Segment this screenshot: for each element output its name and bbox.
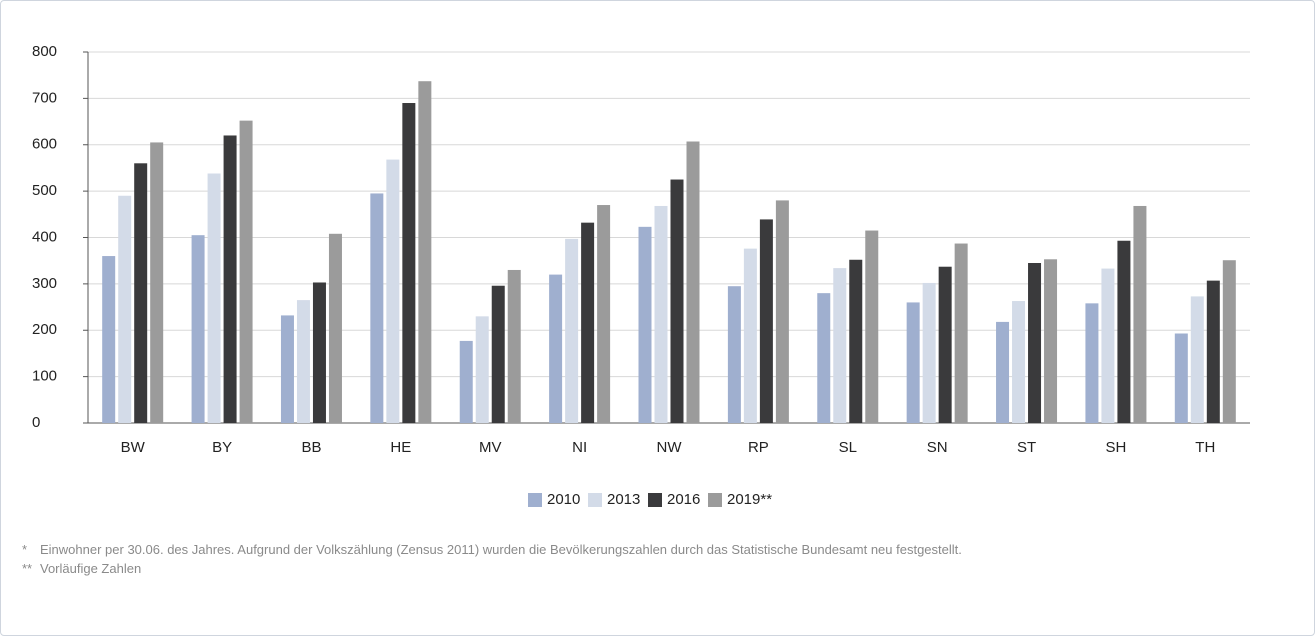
x-tick-label: BB: [301, 439, 321, 456]
bar: [1174, 333, 1188, 423]
bar: [370, 193, 384, 423]
bar: [1028, 263, 1042, 423]
bar: [1085, 303, 1099, 423]
bar: [938, 266, 952, 423]
bar: [743, 248, 757, 423]
x-tick-label: RP: [748, 439, 769, 456]
bar: [328, 233, 342, 423]
bar: [1206, 280, 1220, 423]
bar: [134, 163, 148, 424]
bar: [418, 81, 432, 423]
x-tick-label: BW: [121, 439, 146, 456]
x-tick-label: ST: [1017, 439, 1036, 456]
bar: [150, 142, 164, 423]
bar: [954, 243, 968, 423]
legend-swatch: [708, 493, 722, 507]
bar: [491, 285, 505, 423]
legend-swatch: [588, 493, 602, 507]
bar: [906, 302, 920, 423]
bar: [1044, 259, 1058, 423]
bar: [549, 274, 563, 423]
bar: [1222, 260, 1236, 423]
y-tick-label: 800: [32, 43, 57, 60]
bar: [686, 141, 700, 423]
y-tick-label: 400: [32, 228, 57, 245]
note: * Einwohner per 30.06. des Jahres. Aufgru…: [22, 541, 1142, 558]
bar: [1012, 301, 1026, 423]
bar: [459, 340, 473, 423]
y-tick-label: 700: [32, 89, 57, 106]
notes: * Einwohner per 30.06. des Jahres. Aufgru…: [22, 541, 1142, 579]
bar: [402, 103, 416, 423]
legend-label: 2010: [547, 491, 580, 508]
x-tick-label: NW: [657, 439, 683, 456]
x-tick-label: MV: [479, 439, 502, 456]
y-tick-label: 300: [32, 275, 57, 292]
bar: [597, 205, 611, 423]
y-tick-label: 600: [32, 136, 57, 153]
bar: [996, 321, 1010, 423]
x-tick-label: SH: [1106, 439, 1127, 456]
bar: [312, 282, 326, 423]
bar: [833, 268, 847, 423]
legend-label: 2019**: [727, 491, 772, 508]
x-tick-label: SN: [927, 439, 948, 456]
bar: [638, 226, 652, 423]
note-marker: **: [22, 561, 33, 576]
y-tick-label: 0: [32, 414, 40, 431]
x-tick-label: SL: [839, 439, 857, 456]
legend-label: 2016: [667, 491, 700, 508]
bar: [1101, 268, 1115, 423]
note: ** Vorläufige Zahlen: [22, 560, 1142, 577]
x-tick-label: HE: [390, 439, 411, 456]
bar: [296, 300, 310, 423]
bar: [102, 256, 116, 423]
bar: [849, 259, 863, 423]
bar: [865, 230, 879, 423]
y-tick-label: 500: [32, 182, 57, 199]
bar: [817, 293, 831, 423]
bar: [581, 222, 595, 423]
bar: [1117, 240, 1131, 423]
bar: [1190, 296, 1204, 423]
chart: 0 100 200 300 400 500 600 700 800 BW BY BB HE MV NI NW R…: [32, 43, 1250, 508]
bar: [922, 282, 936, 423]
legend-swatch: [648, 493, 662, 507]
bar: [670, 179, 684, 423]
bar: [475, 316, 489, 423]
bar: [775, 200, 789, 423]
note-text: Einwohner per 30.06. des Jahres. Aufgrun…: [40, 542, 962, 557]
legend-swatch: [528, 493, 542, 507]
note-marker: *: [22, 542, 28, 557]
y-tick-label: 100: [32, 368, 57, 385]
bar: [507, 269, 521, 423]
bar: [565, 238, 579, 423]
legend-label: 2013: [607, 491, 640, 508]
bar: [207, 173, 221, 423]
bar: [759, 219, 773, 423]
y-tick-label: 200: [32, 321, 57, 338]
bar: [280, 315, 294, 423]
bar: [118, 195, 132, 423]
x-tick-label: BY: [212, 439, 232, 456]
note-text: Vorläufige Zahlen: [40, 561, 142, 576]
bar: [1133, 205, 1147, 423]
x-tick-label: TH: [1195, 439, 1215, 456]
bar: [654, 205, 668, 423]
bar: [223, 135, 237, 423]
bar: [239, 120, 253, 423]
bar: [191, 235, 205, 423]
bar: [727, 286, 741, 423]
bar: [386, 159, 400, 423]
x-tick-label: NI: [572, 439, 587, 456]
